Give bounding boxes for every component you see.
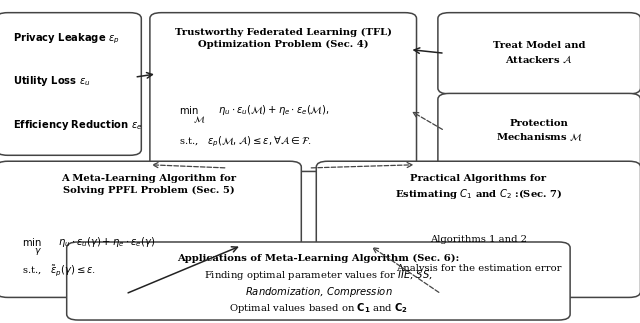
Text: s.t.,   $\tilde{\epsilon}_p(\gamma) \leq \epsilon.$: s.t., $\tilde{\epsilon}_p(\gamma) \leq \… [22, 264, 97, 279]
Text: Algorithms 1 and 2: Algorithms 1 and 2 [430, 235, 527, 244]
Text: A Meta-Learning Algorithm for
Solving PPFL Problem (Sec. 5): A Meta-Learning Algorithm for Solving PP… [61, 174, 236, 195]
FancyBboxPatch shape [150, 13, 417, 172]
Text: $\mathit{Randomization}$, $\mathit{Compression}$: $\mathit{Randomization}$, $\mathit{Compr… [244, 285, 392, 299]
FancyBboxPatch shape [67, 242, 570, 320]
Text: Trustworthy Federated Learning (TFL)
Optimization Problem (Sec. 4): Trustworthy Federated Learning (TFL) Opt… [175, 27, 392, 48]
Text: Treat Model and
Attackers $\mathcal{A}$: Treat Model and Attackers $\mathcal{A}$ [493, 41, 586, 65]
Text: $\eta_u \cdot \epsilon_u(\mathcal{M}) + \eta_e \cdot \epsilon_e(\mathcal{M}),$: $\eta_u \cdot \epsilon_u(\mathcal{M}) + … [218, 102, 329, 117]
Text: $\mathbf{Privacy\ Leakage\ }\boldsymbol{\epsilon_p}$: $\mathbf{Privacy\ Leakage\ }\boldsymbol{… [13, 32, 120, 47]
Text: Practical Algorithms for
Estimating $C_1$ and $C_2$ :(Sec. 7): Practical Algorithms for Estimating $C_1… [395, 174, 562, 202]
Text: $\mathcal{M}$: $\mathcal{M}$ [193, 115, 205, 125]
FancyBboxPatch shape [438, 13, 640, 94]
FancyBboxPatch shape [438, 93, 640, 168]
Text: Applications of Meta-Learning Algorithm (Sec. 6):: Applications of Meta-Learning Algorithm … [177, 254, 460, 263]
Text: Finding optimal parameter values for $\mathit{IIE}$, $\mathit{SS}$,: Finding optimal parameter values for $\m… [204, 268, 433, 282]
Text: Optimal values based on $\mathbf{C_1}$ and $\mathbf{C_2}$: Optimal values based on $\mathbf{C_1}$ a… [229, 301, 408, 315]
Text: $\mathbf{Efficiency\ Reduction\ }\boldsymbol{\epsilon_e}$: $\mathbf{Efficiency\ Reduction\ }\boldsy… [13, 118, 142, 132]
FancyBboxPatch shape [316, 161, 640, 297]
Text: $\gamma$: $\gamma$ [34, 246, 42, 257]
Text: $\mathbf{Utility\ Loss\ }\boldsymbol{\epsilon_u}$: $\mathbf{Utility\ Loss\ }\boldsymbol{\ep… [13, 74, 90, 88]
Text: $\eta_u \cdot \epsilon_u(\gamma) + \eta_e \cdot \epsilon_e(\gamma)$: $\eta_u \cdot \epsilon_u(\gamma) + \eta_… [58, 235, 155, 249]
Text: $\min$: $\min$ [179, 103, 199, 116]
Text: $\min$: $\min$ [22, 236, 42, 248]
FancyBboxPatch shape [0, 161, 301, 297]
Text: Analysis for the estimation error: Analysis for the estimation error [396, 264, 561, 273]
Text: s.t.,   $\epsilon_p(\mathcal{M}, \mathcal{A}) \leq \epsilon, \forall \mathcal{A}: s.t., $\epsilon_p(\mathcal{M}, \mathcal{… [179, 134, 312, 149]
Text: Protection
Mechanisms $\mathcal{M}$: Protection Mechanisms $\mathcal{M}$ [496, 119, 582, 143]
FancyBboxPatch shape [0, 13, 141, 155]
